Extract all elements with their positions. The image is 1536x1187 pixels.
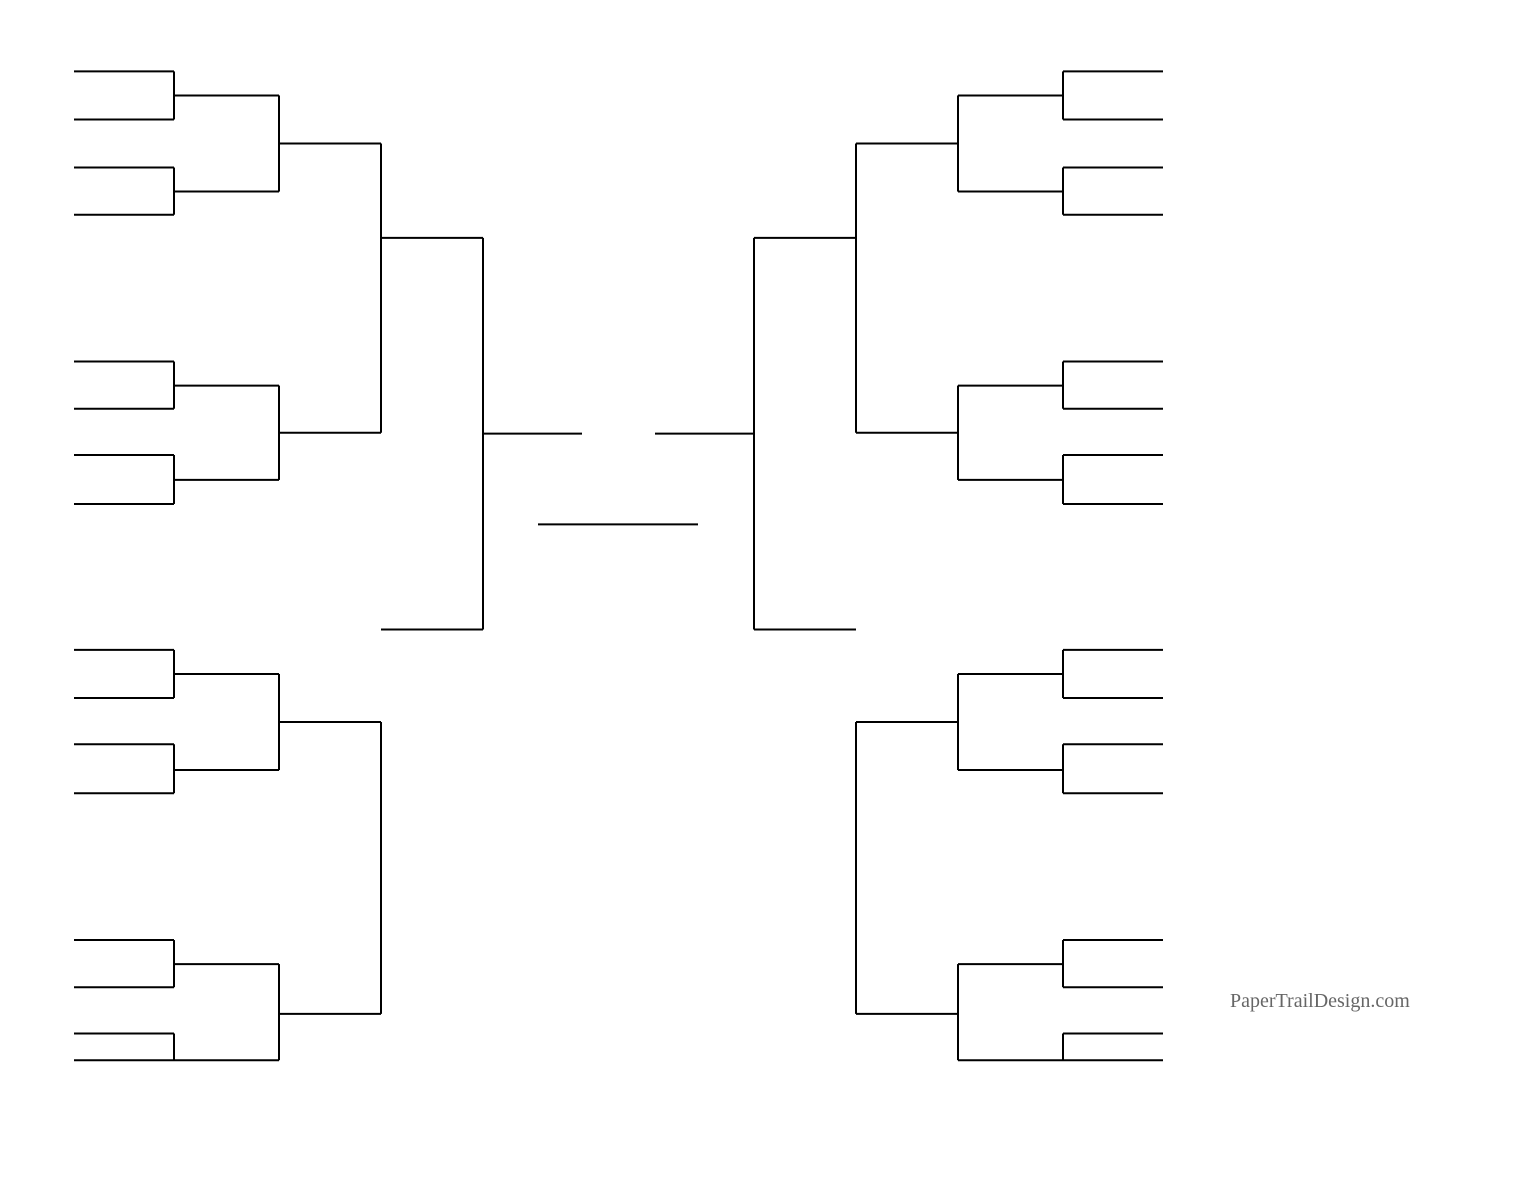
attribution-text: PaperTrailDesign.com	[1230, 990, 1410, 1013]
bracket-canvas: PaperTrailDesign.com	[0, 0, 1536, 1187]
